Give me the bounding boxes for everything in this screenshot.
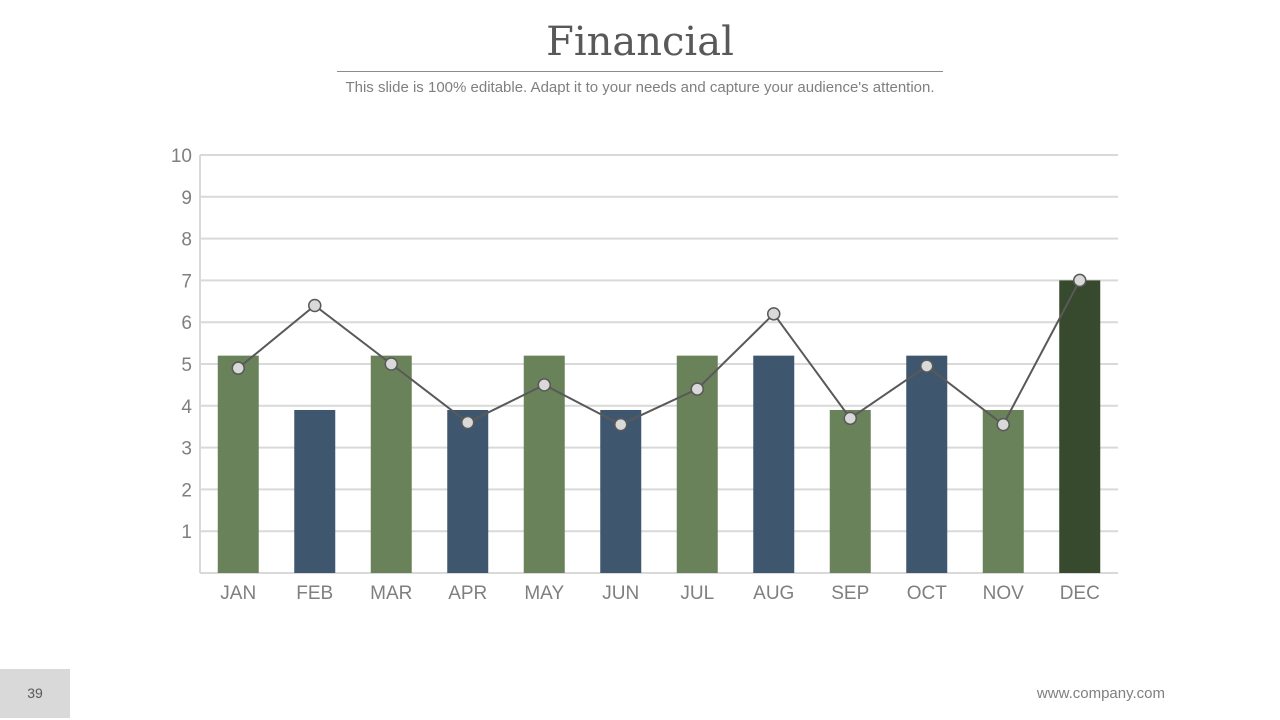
line-point-jan <box>231 361 245 375</box>
bar-sep <box>829 409 871 573</box>
x-axis-ticks: JAN FEB MAR APR MAY JUN JUL AUG SEP OCT NOV DEC <box>220 583 1100 604</box>
chart-gridlines <box>199 154 1118 574</box>
bar-jun <box>600 409 642 573</box>
x-tick-label: NOV <box>983 583 1025 604</box>
line-point-jul <box>690 382 704 396</box>
x-tick-label: SEP <box>831 583 869 604</box>
slide-title: Financial <box>546 19 734 65</box>
x-tick-label: JAN <box>220 583 256 604</box>
bar-oct <box>906 355 948 573</box>
line-point-sep <box>843 411 857 426</box>
x-tick-label: JUN <box>602 583 639 604</box>
page-number: 39 <box>0 669 70 718</box>
line-point-dec <box>1073 273 1087 288</box>
line-point-nov <box>996 417 1010 432</box>
y-tick-label: 10 <box>171 146 192 167</box>
line-point-aug <box>767 307 781 321</box>
x-tick-label: DEC <box>1060 583 1100 604</box>
website-link[interactable]: www.company.com <box>1036 685 1165 702</box>
line-point-apr <box>461 415 475 430</box>
x-tick-label: MAR <box>370 583 412 604</box>
financial-chart: 1 2 3 4 5 6 7 8 9 10 JAN FEB MAR APR MAY JUN JUL AUG SEP O… <box>171 146 1118 604</box>
bar-aug <box>753 355 795 573</box>
bar-series <box>217 280 1101 573</box>
y-axis-ticks: 1 2 3 4 5 6 7 8 9 10 <box>171 146 193 543</box>
y-tick-label: 6 <box>181 313 192 334</box>
title-divider <box>337 71 943 72</box>
x-tick-label: APR <box>448 583 487 604</box>
y-tick-label: 1 <box>181 522 192 543</box>
bar-nov <box>982 409 1024 573</box>
bar-feb <box>294 409 336 573</box>
x-tick-label: MAY <box>524 583 564 604</box>
x-tick-label: OCT <box>907 583 948 604</box>
slide-subtitle: This slide is 100% editable. Adapt it to… <box>345 79 935 96</box>
bar-apr <box>447 409 489 573</box>
line-point-mar <box>384 357 398 371</box>
bar-mar <box>370 355 412 573</box>
bar-jan <box>217 355 259 573</box>
line-point-oct <box>920 359 934 373</box>
bar-dec <box>1059 280 1101 573</box>
x-tick-label: AUG <box>753 583 794 604</box>
y-tick-label: 8 <box>181 230 192 251</box>
trend-line <box>237 279 1081 427</box>
y-tick-label: 3 <box>181 439 192 460</box>
line-point-feb <box>308 298 322 313</box>
x-tick-label: JUL <box>680 583 714 604</box>
line-point-may <box>537 378 551 392</box>
line-point-jun <box>614 417 628 432</box>
y-tick-label: 7 <box>181 271 192 292</box>
x-tick-label: FEB <box>296 583 333 604</box>
y-tick-label: 9 <box>181 188 192 209</box>
line-series <box>231 273 1087 432</box>
y-tick-label: 2 <box>181 480 192 501</box>
y-tick-label: 5 <box>181 355 192 376</box>
y-tick-label: 4 <box>181 397 192 418</box>
